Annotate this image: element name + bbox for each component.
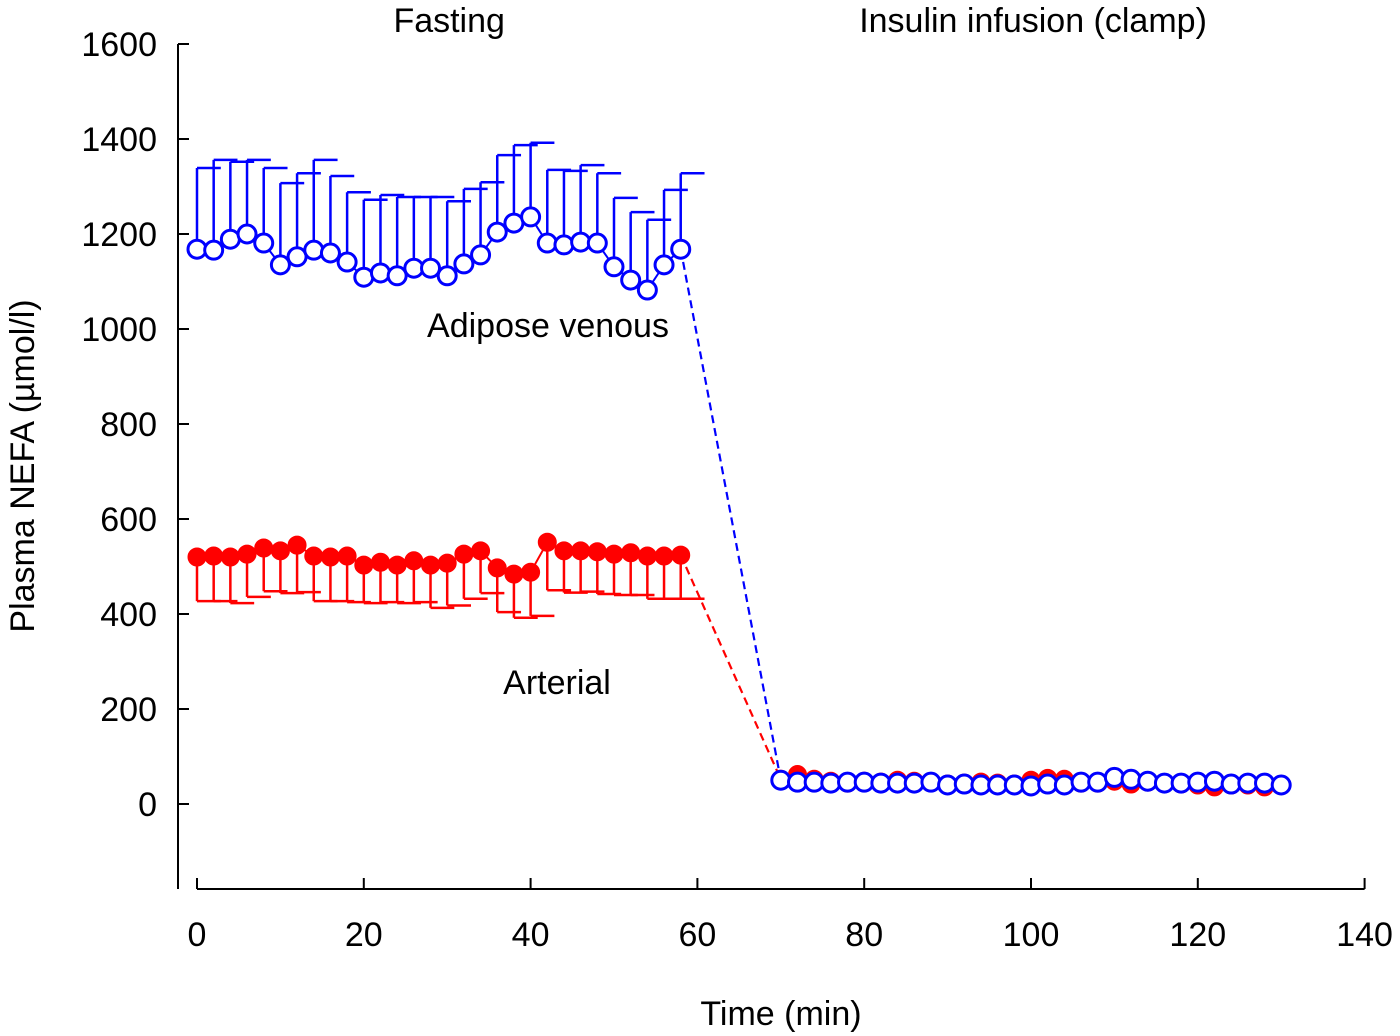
x-tick-label: 60 — [678, 916, 716, 954]
data-point — [1103, 766, 1125, 788]
data-point — [320, 547, 340, 567]
y-tick-label: 200 — [100, 691, 157, 729]
y-tick-label: 800 — [100, 406, 157, 444]
x-tick-label: 140 — [1336, 916, 1393, 954]
transition-dashed-line — [679, 554, 782, 780]
data-point — [770, 769, 792, 791]
transition-dashed-line — [679, 248, 782, 781]
x-tick-label: 20 — [345, 916, 383, 954]
y-tick-label: 1200 — [81, 216, 157, 254]
y-tick-label: 1600 — [81, 26, 157, 64]
data-point — [654, 546, 674, 566]
data-point — [1120, 768, 1142, 790]
phase-label-clamp: Insulin infusion (clamp) — [859, 2, 1207, 40]
axes — [177, 44, 1365, 890]
data-point — [586, 232, 608, 254]
series-label-arterial: Arterial — [503, 664, 611, 702]
y-axis-ticks: 0 200 400 600 800 1000 1200 1400 1600 — [81, 26, 189, 824]
data-point — [420, 257, 442, 279]
data-point — [520, 206, 542, 228]
data-point — [237, 544, 257, 564]
series-adipose-venous — [186, 141, 1292, 797]
data-point — [220, 547, 240, 567]
x-axis-title: Time (min) — [700, 995, 861, 1033]
data-point — [1137, 770, 1159, 792]
data-point — [637, 546, 657, 566]
data-point — [453, 253, 475, 275]
data-point — [536, 232, 558, 254]
x-tick-label: 40 — [512, 916, 550, 954]
series-layer — [186, 141, 1292, 797]
data-point — [604, 544, 624, 564]
data-point — [537, 532, 557, 552]
data-point — [571, 541, 591, 561]
data-point — [471, 541, 491, 561]
y-tick-label: 1000 — [81, 311, 157, 349]
data-point — [504, 564, 524, 584]
data-point — [1020, 775, 1042, 797]
data-point — [1254, 772, 1276, 794]
data-point — [653, 254, 675, 276]
data-point — [1203, 770, 1225, 792]
data-point — [370, 552, 390, 572]
data-point — [203, 239, 225, 261]
y-tick-label: 0 — [138, 786, 157, 824]
x-tick-label: 120 — [1169, 916, 1226, 954]
x-tick-label: 0 — [188, 916, 207, 954]
data-point — [553, 234, 575, 256]
data-point — [521, 562, 541, 582]
data-point — [671, 545, 691, 565]
data-point — [369, 262, 391, 284]
data-point — [470, 244, 492, 266]
series-label-adipose-venous: Adipose venous — [427, 307, 669, 345]
data-point — [270, 541, 290, 561]
data-point — [303, 239, 325, 261]
data-point — [621, 543, 641, 563]
data-point — [319, 242, 341, 264]
y-tick-label: 600 — [100, 501, 157, 539]
data-point — [187, 547, 207, 567]
series-arterial — [187, 532, 1291, 797]
data-point — [269, 254, 291, 276]
data-point — [386, 265, 408, 287]
data-point — [670, 238, 692, 260]
data-point — [487, 558, 507, 578]
data-point — [1053, 774, 1075, 796]
data-point — [436, 265, 458, 287]
data-point — [620, 269, 642, 291]
data-point — [486, 221, 508, 243]
data-point — [287, 535, 307, 555]
data-point — [920, 771, 942, 793]
data-point — [304, 546, 324, 566]
data-point — [636, 279, 658, 301]
x-tick-label: 80 — [845, 916, 883, 954]
data-point — [387, 555, 407, 575]
data-point — [437, 553, 457, 573]
data-point — [254, 538, 274, 558]
data-point — [587, 542, 607, 562]
data-point — [253, 232, 275, 254]
y-tick-label: 400 — [100, 596, 157, 634]
data-point — [337, 546, 357, 566]
x-tick-label: 100 — [1003, 916, 1060, 954]
data-point — [204, 546, 224, 566]
data-point — [353, 266, 375, 288]
data-point — [421, 555, 441, 575]
data-point — [1270, 774, 1292, 796]
y-axis-title: Plasma NEFA (µmol/l) — [4, 299, 42, 632]
data-point — [454, 544, 474, 564]
data-point — [404, 551, 424, 571]
data-point — [236, 223, 258, 245]
data-point — [336, 251, 358, 273]
y-tick-label: 1400 — [81, 121, 157, 159]
x-axis-ticks: 0 20 40 60 80 100 120 140 — [188, 878, 1393, 954]
data-point — [554, 541, 574, 561]
data-point — [354, 555, 374, 575]
data-point — [603, 256, 625, 278]
phase-label-fasting: Fasting — [393, 2, 505, 40]
